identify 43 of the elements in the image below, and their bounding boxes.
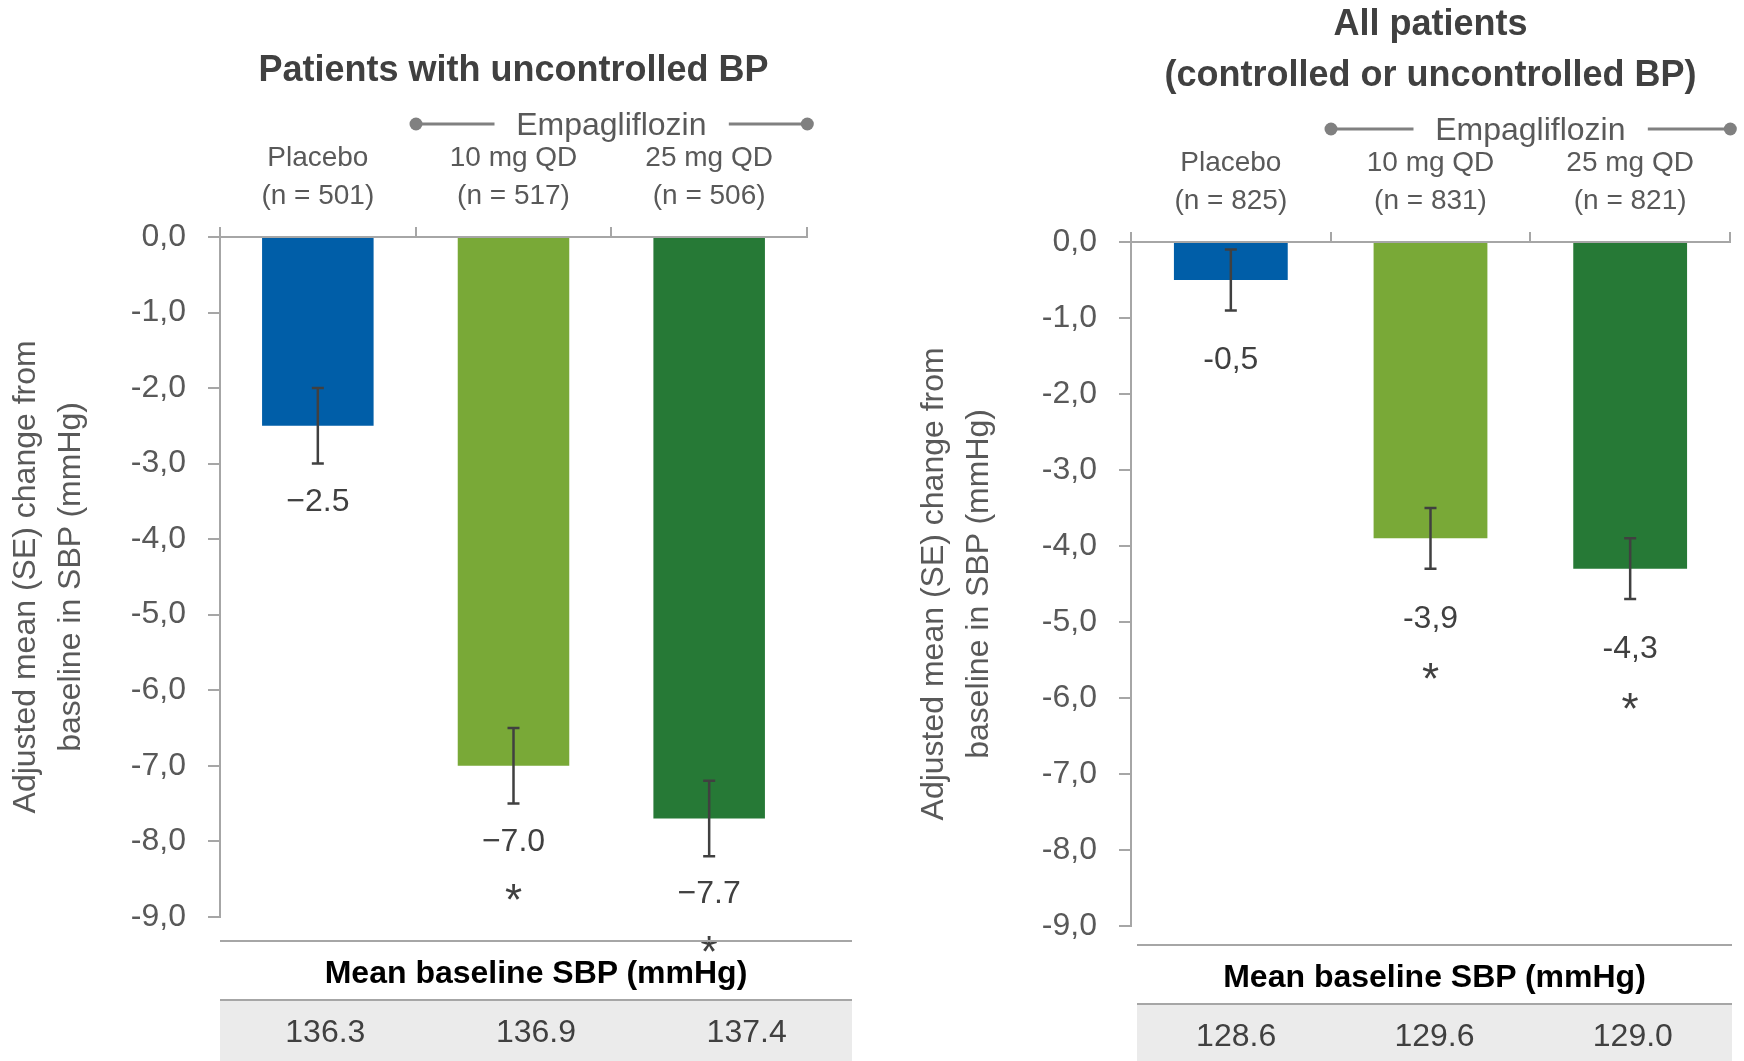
y-tick-label: -9,0 bbox=[1041, 905, 1097, 942]
y-tick-label: 0,0 bbox=[1052, 221, 1097, 258]
x-tick-label: 25 mg QD (n = 506) bbox=[645, 140, 773, 210]
x-tick-label: Placebo (n = 501) bbox=[261, 140, 375, 210]
y-tick-label: -2,0 bbox=[1041, 373, 1097, 410]
data-label: -0,5 bbox=[1203, 340, 1259, 377]
text: 137.4 bbox=[706, 1011, 787, 1050]
text: 128.6 bbox=[1196, 1015, 1277, 1054]
text: Empagliflozin bbox=[1435, 110, 1626, 148]
y-tick-label: -8,0 bbox=[130, 821, 186, 858]
y-axis-title: Adjusted mean (SE) change from baseline in SBP (mmHg) bbox=[914, 347, 996, 821]
y-tick-label: -4,0 bbox=[130, 518, 186, 555]
y-tick-label: -7,0 bbox=[130, 745, 186, 782]
y-tick-label: -3,0 bbox=[1041, 449, 1097, 486]
y-tick-label: -4,0 bbox=[1041, 525, 1097, 562]
y-axis-title: Adjusted mean (SE) change from baseline in SBP (mmHg) bbox=[6, 340, 88, 814]
text: 136.9 bbox=[495, 1011, 577, 1050]
y-tick-label: -9,0 bbox=[130, 896, 186, 933]
text: Mean baseline SBP (mmHg) bbox=[1222, 956, 1647, 995]
x-tick-label: Placebo (n = 825) bbox=[1174, 145, 1288, 215]
text: Empagliflozin bbox=[516, 105, 707, 143]
y-tick-label: -6,0 bbox=[1041, 677, 1097, 714]
y-tick-label: -2,0 bbox=[130, 367, 186, 404]
text: 129.0 bbox=[1592, 1015, 1673, 1054]
data-label: −7.0 * bbox=[481, 821, 546, 924]
y-tick-label: -5,0 bbox=[130, 594, 186, 631]
text: 129.6 bbox=[1394, 1015, 1475, 1054]
y-tick-label: -1,0 bbox=[130, 292, 186, 329]
y-tick-label: -7,0 bbox=[1041, 753, 1097, 790]
data-label: −2.5 bbox=[286, 481, 350, 518]
chart-title: All patients (controlled or uncontrolled BP) bbox=[1164, 2, 1697, 95]
data-label: -4,3 * bbox=[1602, 629, 1658, 734]
y-tick-label: -6,0 bbox=[130, 670, 186, 707]
text: 136.3 bbox=[285, 1011, 366, 1050]
y-tick-label: 0,0 bbox=[141, 216, 186, 253]
x-tick-label: 25 mg QD (n = 821) bbox=[1566, 145, 1694, 215]
chart-title: Patients with uncontrolled BP bbox=[258, 48, 769, 90]
y-tick-label: -1,0 bbox=[1041, 297, 1097, 334]
data-label: -3,9 * bbox=[1402, 598, 1459, 703]
y-tick-label: -5,0 bbox=[1041, 601, 1097, 638]
y-tick-label: -8,0 bbox=[1041, 829, 1097, 866]
text: Mean baseline SBP (mmHg) bbox=[323, 952, 749, 991]
y-tick-label: -3,0 bbox=[130, 443, 186, 480]
